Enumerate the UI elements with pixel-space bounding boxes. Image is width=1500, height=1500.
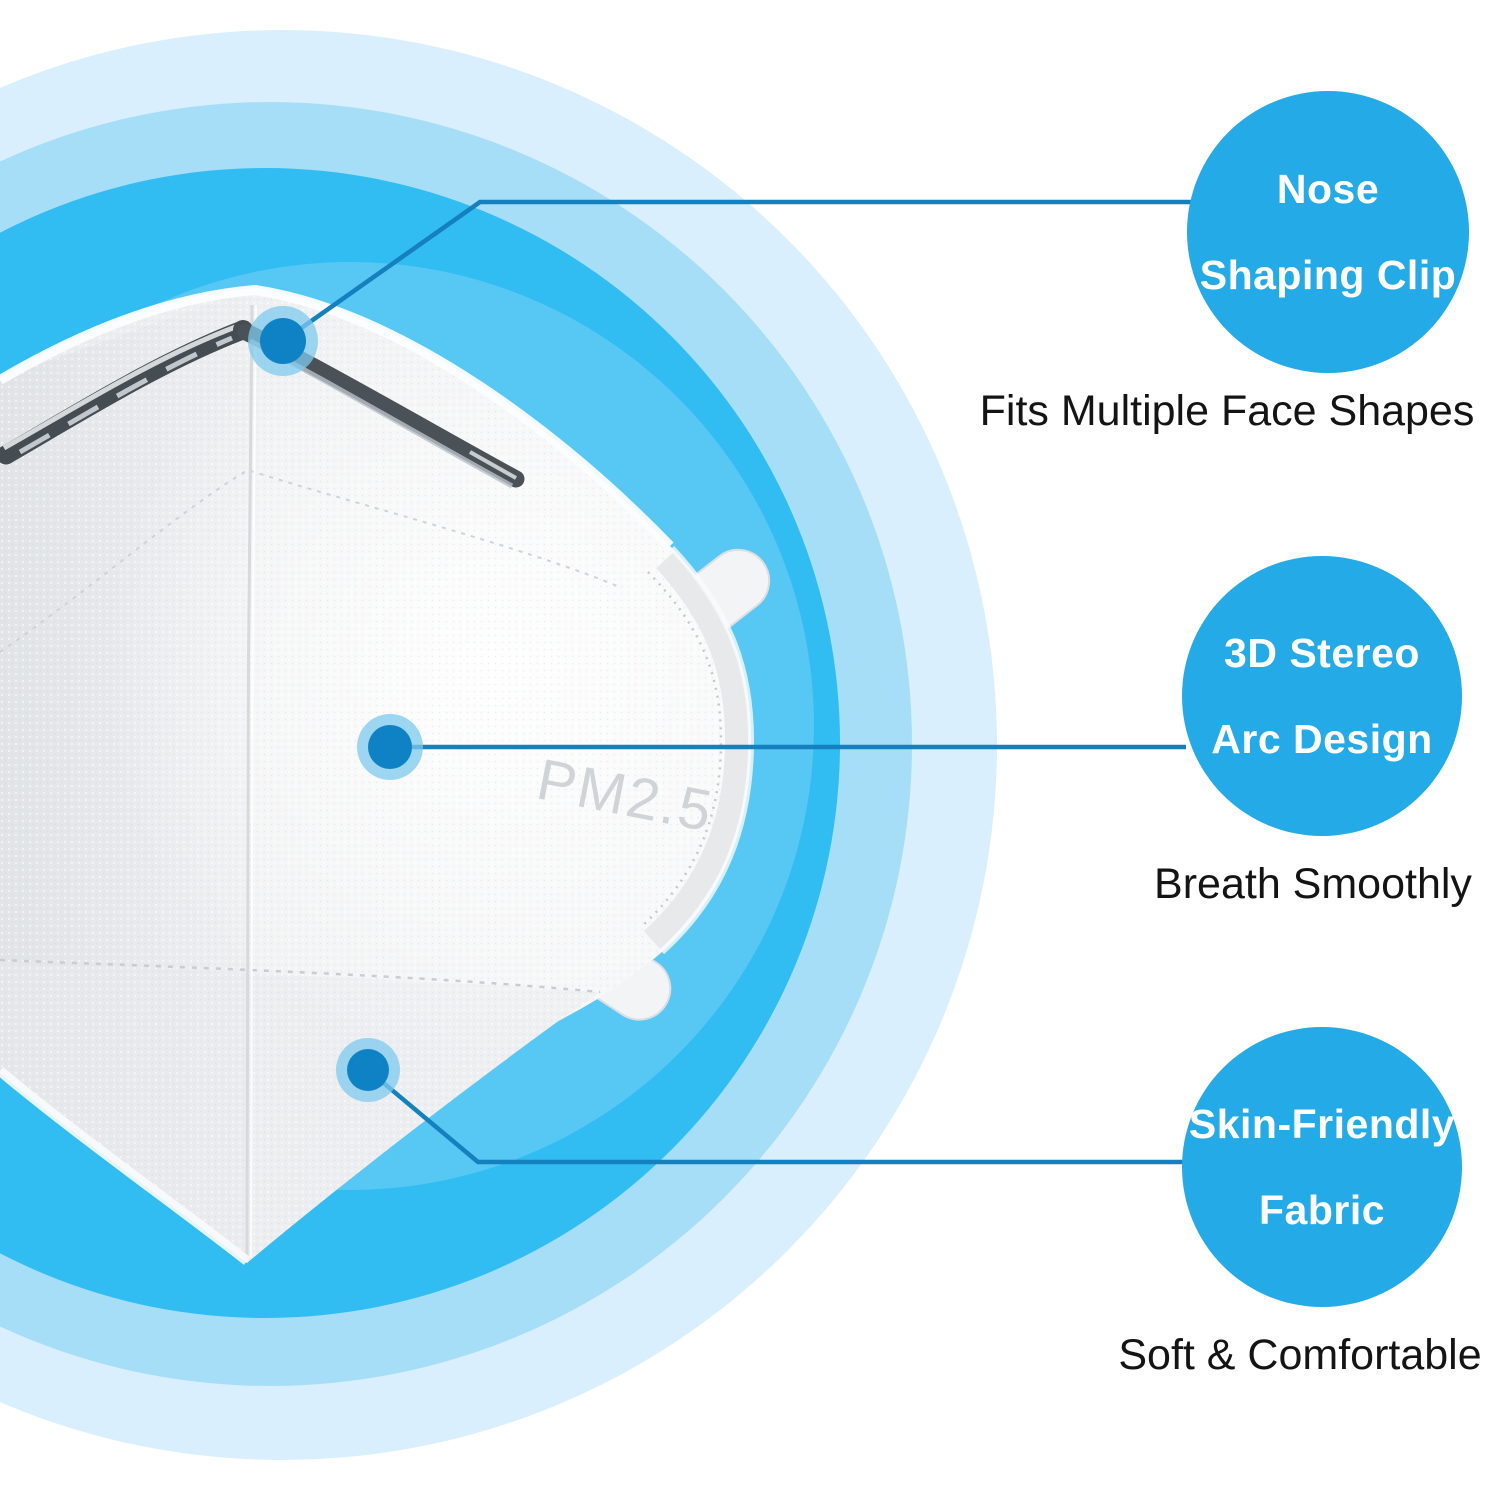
feature-dot-fabric [336, 1038, 400, 1102]
callout-3d-stereo-arc-design: 3D Stereo Arc Design [1182, 556, 1462, 836]
feature-dot-nose-clip [248, 306, 318, 376]
caption-breath-smoothly: Breath Smoothly [1154, 860, 1472, 908]
callout-title-line: Nose [1276, 166, 1380, 212]
upper-fold-seam [0, 468, 623, 653]
center-crease [245, 304, 254, 1259]
top-edge-rim [0, 284, 674, 550]
callout-title-line: Skin-Friendly [1188, 1101, 1456, 1147]
callout-title-line: 3D Stereo [1224, 630, 1420, 676]
caption-soft-comfortable: Soft & Comfortable [1118, 1331, 1482, 1379]
mask-body: PM2.5 [0, 284, 755, 1265]
feature-dot-arc-design [357, 714, 423, 780]
leader-line-nose-clip [281, 199, 1192, 343]
caption-fits-face-shapes: Fits Multiple Face Shapes [979, 387, 1475, 435]
callout-title-line: Shaping Clip [1199, 252, 1457, 298]
bottom-edge-rim [0, 1067, 251, 1265]
mid-fold-seam [0, 958, 601, 994]
callout-nose-shaping-clip: Nose Shaping Clip [1187, 91, 1469, 373]
leader-line-fabric [366, 1068, 1187, 1165]
callout-title-line: Fabric [1258, 1187, 1386, 1233]
callout-title-line: Arc Design [1211, 716, 1433, 762]
callout-skin-friendly-fabric: Skin-Friendly Fabric [1182, 1027, 1462, 1307]
